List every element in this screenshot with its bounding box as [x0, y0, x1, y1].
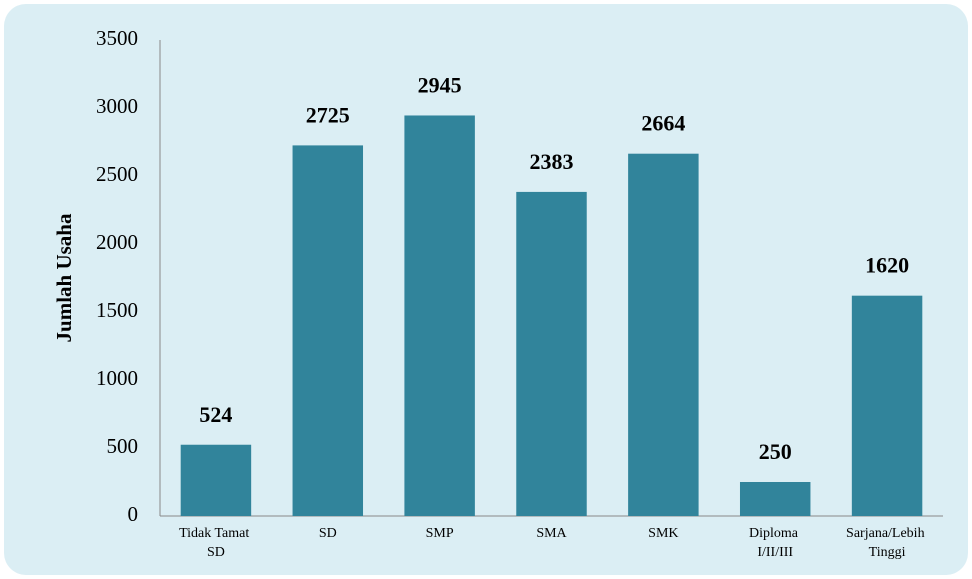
y-tick-label: 500: [107, 434, 139, 458]
y-tick-label: 1000: [96, 366, 138, 390]
x-tick-label-line: Sarjana/Lebih: [846, 526, 928, 541]
value-label: 1620: [865, 253, 909, 278]
value-label: 524: [199, 402, 232, 427]
x-tick-label: SMP: [426, 526, 454, 541]
x-tick-label-line: Tinggi: [869, 545, 906, 560]
y-tick-label: 3000: [96, 94, 138, 118]
x-tick-label: SMK: [648, 526, 678, 541]
x-tick-label-line: Diploma: [749, 526, 802, 541]
x-tick-label: SMA: [536, 526, 567, 541]
x-tick-label: Tidak Tamat SD: [179, 526, 253, 560]
x-tick-label: Diploma I/II/III: [749, 526, 802, 560]
chart-background: [4, 4, 968, 575]
value-label: 250: [759, 439, 792, 464]
x-tick-label-line: Tidak Tamat: [179, 526, 253, 541]
y-tick-label: 0: [128, 502, 139, 526]
x-tick-label-line: I/II/III: [757, 545, 793, 560]
value-label: 2725: [306, 102, 350, 127]
y-tick-label: 3500: [96, 26, 138, 50]
value-label: 2664: [641, 111, 685, 136]
bar: [180, 444, 252, 516]
bar: [516, 191, 587, 517]
bar: [404, 115, 475, 516]
bar: [628, 153, 699, 517]
bar: [851, 295, 923, 516]
y-tick-label: 2500: [96, 162, 138, 186]
bar: [292, 145, 364, 516]
y-tick-label: 2000: [96, 230, 138, 254]
y-tick-label: 1500: [96, 298, 138, 322]
value-label: 2945: [418, 73, 462, 98]
x-tick-label: SD: [319, 526, 337, 541]
y-axis-label: Jumlah Usaha: [52, 213, 76, 342]
bar: [739, 482, 811, 516]
x-tick-label-line: SD: [207, 545, 225, 560]
value-label: 2383: [530, 149, 574, 174]
x-tick-label: Sarjana/Lebih Tinggi: [846, 526, 928, 560]
